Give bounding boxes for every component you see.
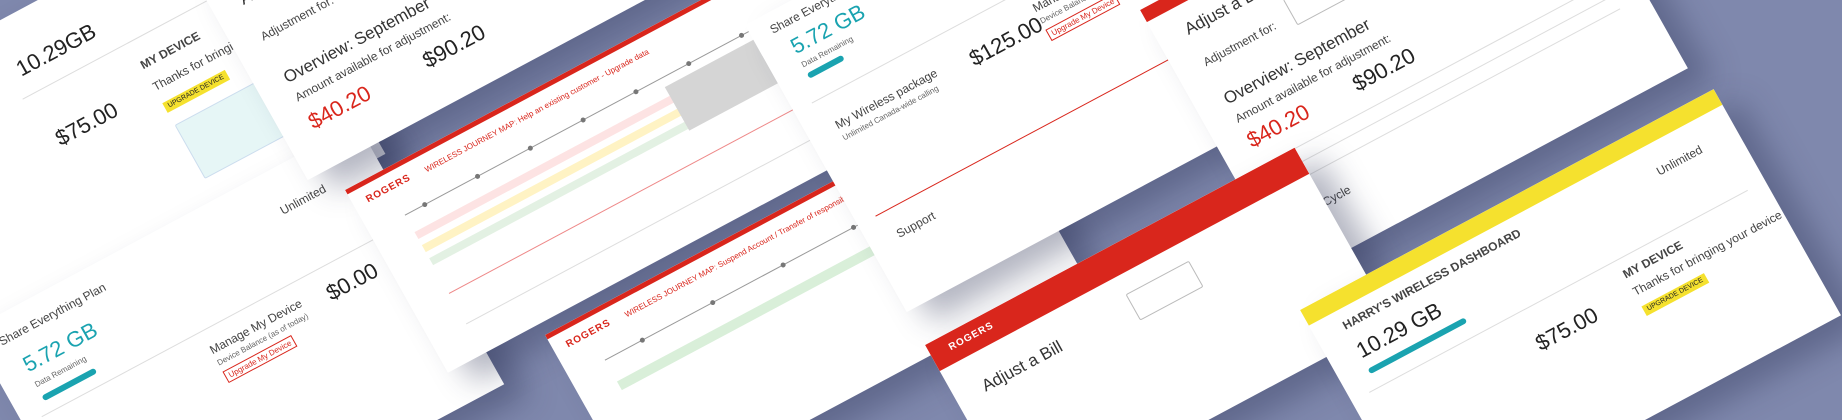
support: Support	[893, 208, 938, 241]
unlimited: Unlimited	[1654, 142, 1705, 179]
unlimited: Unlimited	[277, 181, 329, 218]
device-price: $75.00	[1530, 302, 1603, 356]
upgrade-button[interactable]: Upgrade My Device	[1045, 0, 1121, 42]
bill-title: Adjust a Bill	[978, 337, 1066, 396]
plan-price: $125.00	[964, 11, 1047, 71]
data-amount: 10.29GB	[11, 18, 101, 82]
device-price: $0.00	[321, 257, 383, 306]
decoration	[1282, 0, 1357, 26]
adjustment-for: Adjustment for:	[258, 0, 337, 44]
device-price: $75.00	[50, 97, 123, 151]
decoration	[1269, 0, 1613, 180]
decoration	[1125, 260, 1204, 321]
